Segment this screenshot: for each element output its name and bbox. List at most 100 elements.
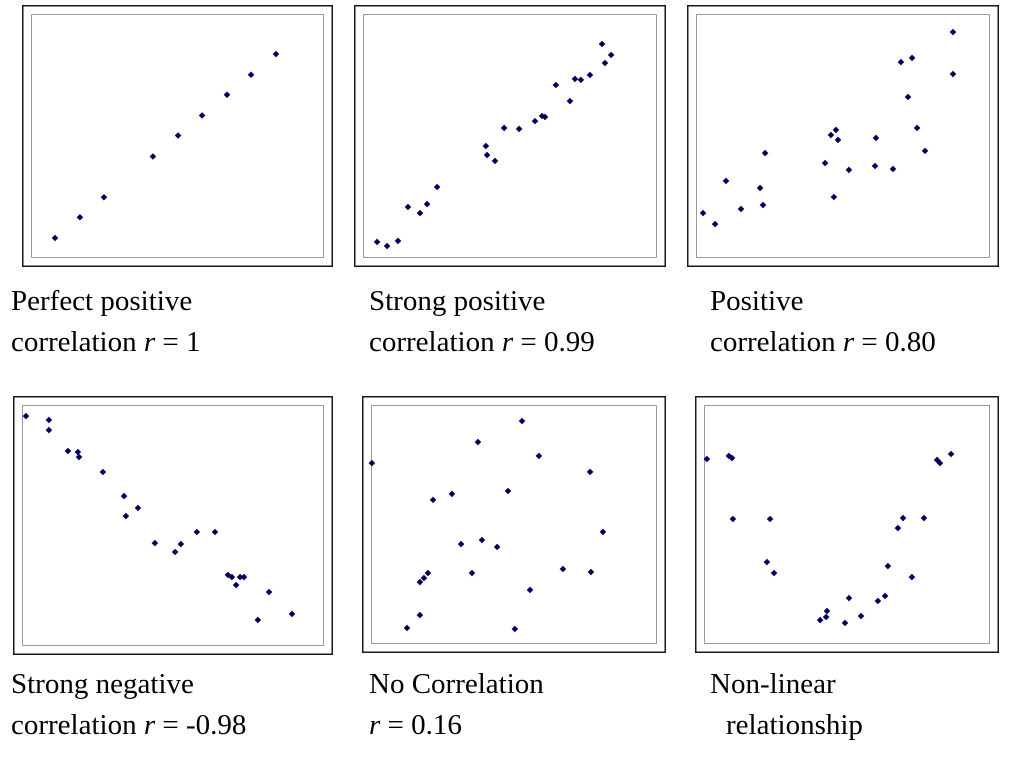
data-point (100, 193, 108, 201)
scatter-plot-perfect-positive (22, 5, 333, 267)
plot-frame (13, 396, 333, 655)
data-point (821, 159, 829, 167)
caption-line-2: relationship (710, 705, 863, 746)
data-point (763, 558, 771, 566)
data-point (149, 153, 157, 160)
r-value: = 0.99 (513, 326, 595, 358)
caption-line-1: No Correlation (369, 668, 544, 700)
data-point (598, 40, 606, 48)
data-point (394, 237, 402, 245)
scatter-plot-strong-negative (13, 396, 333, 655)
data-point (76, 213, 84, 221)
data-point (373, 238, 381, 246)
data-point (857, 612, 865, 620)
r-value: = -0.98 (155, 709, 247, 741)
r-symbol: r (143, 709, 156, 741)
plot-frame (362, 396, 666, 653)
data-point (45, 426, 53, 434)
caption-text: relationship (726, 709, 863, 741)
data-point (587, 568, 595, 576)
caption-strong-positive: Strong positive correlation r = 0.99 (369, 281, 595, 363)
data-point (416, 611, 424, 619)
caption-line-2: correlation r = 0.80 (710, 322, 936, 363)
caption-text: correlation (11, 326, 144, 358)
data-point (881, 592, 889, 600)
data-point (228, 573, 236, 581)
scatter-plot-positive (687, 5, 999, 267)
caption-line-1: Strong negative (11, 668, 194, 700)
data-point (240, 573, 248, 581)
data-point (404, 203, 412, 211)
data-point (482, 142, 490, 150)
data-point (889, 165, 897, 173)
plot-area-border (696, 14, 990, 258)
caption-no-correlation: No Correlation r = 0.16 (369, 664, 544, 746)
data-point (493, 543, 501, 551)
data-point (816, 616, 824, 624)
data-point (599, 528, 607, 536)
plot-frame (354, 5, 666, 267)
caption-line-2: correlation r = 1 (11, 322, 201, 363)
data-point (759, 201, 767, 209)
data-point (122, 512, 130, 520)
data-point (770, 569, 778, 577)
caption-non-linear: Non-linear relationship (710, 664, 863, 746)
data-point (151, 539, 159, 547)
data-point (949, 70, 957, 78)
caption-line-1: Strong positive (369, 285, 546, 317)
r-symbol: r (501, 326, 514, 358)
plot-area-border (704, 405, 990, 644)
data-point (254, 616, 262, 624)
data-point (737, 205, 745, 213)
data-point (725, 452, 733, 460)
data-point (601, 59, 609, 67)
data-point (872, 134, 880, 142)
data-point (51, 234, 59, 242)
data-point (224, 571, 232, 579)
data-point (607, 51, 615, 59)
data-point (236, 573, 244, 581)
plot-frame (695, 396, 999, 653)
data-point (586, 468, 594, 476)
data-point (193, 528, 201, 536)
data-point (288, 610, 296, 618)
data-point (871, 162, 879, 170)
data-point (383, 242, 391, 250)
data-point (586, 71, 594, 79)
data-point (897, 58, 905, 66)
r-value: = 1 (155, 326, 201, 358)
data-point (920, 514, 928, 522)
r-value: = 0.80 (854, 326, 936, 358)
scatter-plot-no-correlation (362, 396, 666, 653)
data-point (823, 607, 831, 615)
r-symbol: r (143, 326, 156, 358)
plot-area-border (371, 405, 657, 644)
data-point (566, 97, 574, 105)
data-point (74, 448, 82, 456)
data-point (936, 459, 944, 467)
data-point (120, 492, 128, 500)
data-point (894, 524, 902, 532)
data-point (728, 454, 736, 462)
data-point (913, 124, 921, 132)
data-point (22, 412, 30, 420)
data-point (699, 209, 707, 217)
data-point (874, 597, 882, 605)
plot-area-border (363, 14, 657, 258)
plot-area-border (22, 405, 324, 646)
data-point (541, 113, 549, 121)
plot-frame (687, 5, 999, 267)
data-point (908, 573, 916, 581)
data-point (834, 136, 842, 144)
data-point (491, 157, 499, 165)
caption-line-1: Positive (710, 285, 804, 317)
data-point (822, 613, 830, 621)
data-point (515, 125, 523, 133)
data-point (232, 581, 240, 589)
data-point (483, 151, 491, 159)
caption-text: correlation (369, 326, 502, 358)
data-point (830, 193, 838, 201)
data-point (403, 624, 411, 632)
caption-perfect-positive: Perfect positive correlation r = 1 (11, 281, 201, 363)
r-symbol: r (369, 709, 381, 741)
